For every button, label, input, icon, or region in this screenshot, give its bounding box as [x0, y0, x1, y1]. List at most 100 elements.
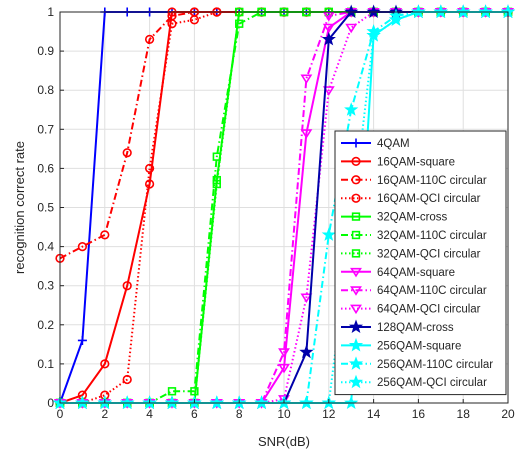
legend-entry: 16QAM-square	[341, 156, 455, 168]
legend-entry: 128QAM-cross	[341, 319, 454, 334]
circle-marker	[189, 15, 200, 25]
legend-entry: 32QAM-110C circular	[341, 230, 487, 242]
x-tick-label: 2	[101, 407, 108, 421]
ticks: 0 2 4 6 8 10 12 14 16 18 20 0 0.1 0.2 0.3 0.4 0.5 0.6 0.7 0…	[37, 5, 515, 421]
x-axis-label: SNR(dB)	[258, 434, 310, 449]
x-tick-label: 16	[412, 407, 426, 421]
triangle-marker	[300, 74, 313, 85]
triangle-marker	[278, 363, 290, 374]
legend-label: 32QAM-110C circular	[377, 230, 487, 242]
star-marker	[348, 374, 364, 389]
star-marker	[348, 337, 364, 352]
legend-entry: 64QAM-square	[341, 267, 455, 279]
legend-entry: 256QAM-QCI circular	[341, 374, 487, 389]
star-marker	[321, 31, 336, 46]
x-tick-label: 10	[277, 407, 291, 421]
legend: 4QAM 16QAM-square 16QAM-110C circular 16QAM…	[334, 130, 507, 396]
y-tick-label: 0.8	[37, 83, 54, 97]
legend-entry: 256QAM-110C circular	[341, 356, 493, 371]
legend-label: 16QAM-QCI circular	[377, 193, 481, 205]
x-tick-label: 0	[57, 407, 64, 421]
triangle-marker	[322, 11, 335, 22]
y-tick-label: 0.2	[37, 318, 54, 332]
x-tick-label: 8	[236, 407, 243, 421]
legend-entry: 16QAM-110C circular	[341, 175, 487, 187]
legend-box	[334, 130, 507, 396]
plus-marker	[77, 335, 87, 345]
circle-marker	[351, 175, 361, 185]
square-marker	[351, 212, 361, 221]
legend-label: 256QAM-QCI circular	[377, 377, 487, 389]
legend-label: 256QAM-110C circular	[377, 359, 493, 371]
legend-entry: 64QAM-110C circular	[341, 285, 487, 297]
circle-marker	[351, 193, 361, 203]
y-tick-label: 0.9	[37, 44, 54, 58]
circle-marker	[351, 156, 361, 167]
legend-label: 16QAM-110C circular	[377, 175, 487, 187]
square-marker	[351, 249, 361, 258]
triangle-marker	[300, 293, 313, 303]
star-marker	[348, 319, 364, 334]
legend-entry: 64QAM-QCI circular	[341, 304, 481, 316]
triangle-marker	[300, 129, 313, 139]
legend-label: 16QAM-square	[377, 156, 455, 168]
circle-marker	[122, 148, 132, 158]
triangle-marker	[322, 23, 335, 34]
x-tick-label: 6	[191, 407, 198, 421]
x-tick-label: 14	[367, 407, 381, 421]
circle-marker	[144, 163, 155, 174]
legend-label: 64QAM-110C circular	[377, 285, 487, 297]
y-tick-label: 0.4	[37, 240, 54, 254]
legend-entry: 16QAM-QCI circular	[341, 193, 481, 205]
circle-marker	[77, 241, 88, 252]
square-marker	[351, 230, 361, 240]
circle-marker	[144, 34, 155, 44]
y-axis-label: recognition correct rate	[12, 141, 27, 274]
x-tick-label: 18	[457, 407, 471, 421]
circle-marker	[122, 281, 132, 291]
square-marker	[167, 387, 177, 396]
series-line	[60, 11, 508, 404]
legend-label: 64QAM-square	[377, 267, 455, 279]
square-marker	[190, 387, 199, 396]
legend-entry: 4QAM	[341, 138, 410, 150]
triangle-marker	[350, 267, 362, 278]
legend-label: 32QAM-cross	[377, 212, 448, 224]
legend-entry: 32QAM-cross	[341, 212, 448, 224]
square-marker	[235, 19, 244, 28]
legend-label: 256QAM-square	[377, 340, 461, 352]
y-tick-label: 1	[47, 5, 54, 19]
triangle-marker	[350, 304, 362, 315]
triangle-marker	[322, 86, 335, 96]
circle-marker	[100, 359, 110, 369]
star-marker	[344, 102, 359, 116]
star-marker	[321, 227, 336, 241]
star-marker	[348, 356, 364, 370]
circle-marker	[100, 230, 110, 240]
circle-marker	[144, 179, 155, 189]
legend-entry: 32QAM-QCI circular	[341, 248, 481, 260]
star-marker	[299, 344, 314, 359]
legend-label: 32QAM-QCI circular	[377, 248, 481, 260]
y-tick-label: 0	[47, 396, 54, 410]
legend-label: 128QAM-cross	[377, 322, 454, 334]
legend-label: 64QAM-QCI circular	[377, 304, 481, 316]
x-tick-label: 4	[146, 407, 153, 421]
circle-marker	[167, 19, 177, 29]
circle-marker	[122, 374, 132, 385]
legend-label: 4QAM	[377, 138, 410, 150]
star-marker	[388, 12, 404, 26]
triangle-marker	[278, 348, 290, 358]
legend-entry: 256QAM-square	[341, 337, 461, 352]
y-tick-label: 0.6	[37, 161, 54, 175]
y-tick-label: 0.7	[37, 122, 54, 136]
square-marker	[212, 179, 221, 189]
x-tick-label: 20	[501, 407, 515, 421]
star-marker	[366, 27, 381, 42]
triangle-marker	[350, 286, 362, 296]
plus-marker	[351, 138, 361, 148]
triangle-marker	[345, 23, 358, 34]
y-tick-label: 0.3	[37, 279, 54, 293]
y-tick-label: 0.1	[37, 357, 54, 371]
